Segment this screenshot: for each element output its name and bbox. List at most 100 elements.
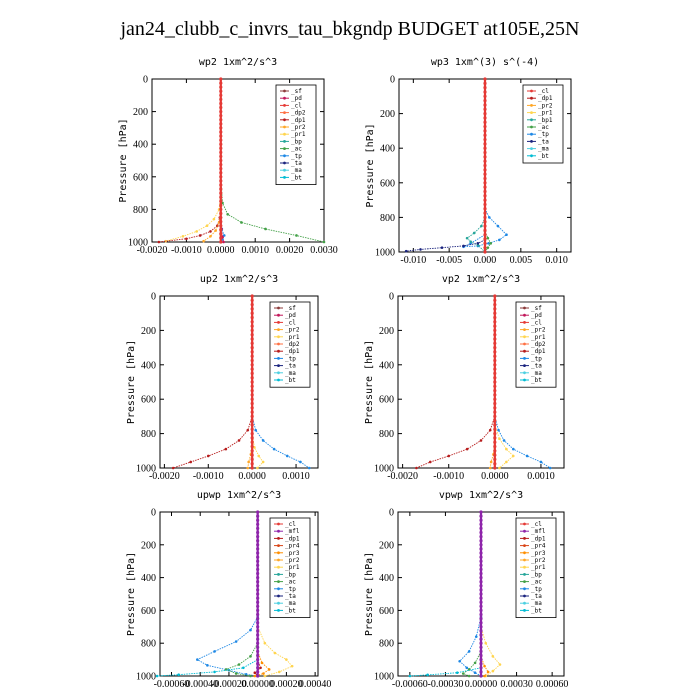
zero-column-point bbox=[479, 637, 483, 641]
legend-marker bbox=[277, 558, 280, 562]
y-tick-label: 0 bbox=[143, 75, 148, 86]
legend-marker bbox=[283, 89, 286, 93]
zero-column-point bbox=[250, 315, 254, 320]
legend-marker bbox=[277, 335, 280, 339]
figure-title: jan24_clubb_c_invrs_tau_bkgndp BUDGET at… bbox=[120, 18, 580, 40]
zero-column-point bbox=[479, 535, 483, 539]
series-point-pr2 bbox=[488, 466, 492, 470]
zero-column-point bbox=[479, 588, 483, 592]
series-point-pr1 bbox=[261, 460, 265, 464]
legend-marker bbox=[523, 306, 526, 310]
zero-column-point bbox=[219, 97, 223, 101]
zero-column-point bbox=[256, 612, 260, 617]
zero-column-point bbox=[250, 294, 254, 298]
zero-column-point bbox=[479, 580, 483, 584]
legend-marker bbox=[277, 364, 280, 367]
series-point-ac bbox=[467, 674, 471, 678]
zero-column-point bbox=[256, 600, 260, 604]
y-tick-label: 200 bbox=[379, 326, 394, 337]
x-tick-label: 0.000 bbox=[474, 255, 497, 266]
zero-column-point bbox=[219, 195, 223, 199]
legend-marker bbox=[523, 587, 526, 591]
series-point-pr1 bbox=[181, 234, 185, 238]
zero-column-point bbox=[483, 155, 487, 159]
panel-title: wp2 1xm^2/s^3 bbox=[199, 57, 277, 68]
legend-entry: _cl bbox=[531, 521, 542, 528]
zero-column-point bbox=[250, 432, 254, 436]
legend-entry: _bt bbox=[285, 377, 296, 384]
y-axis-label: Pressure [hPa] bbox=[126, 552, 137, 636]
series-point-dp1 bbox=[206, 454, 210, 458]
zero-column-point bbox=[219, 211, 223, 216]
zero-column-point bbox=[493, 337, 497, 341]
series-point-pr2 bbox=[246, 466, 250, 470]
legend-entry: _pr1 bbox=[285, 334, 300, 341]
zero-column-point bbox=[256, 670, 260, 674]
series-point-dp1 bbox=[237, 439, 241, 442]
legend-entry: _bt bbox=[538, 153, 549, 160]
zero-column-point bbox=[483, 107, 487, 111]
zero-column-point bbox=[493, 436, 497, 440]
zero-column-point bbox=[479, 600, 483, 604]
series-point-tp bbox=[222, 234, 226, 237]
zero-column-point bbox=[250, 393, 254, 397]
legend-entry: _ac bbox=[285, 579, 296, 586]
series-point-ta bbox=[462, 244, 465, 248]
legend-entry: _dp1 bbox=[531, 348, 546, 355]
series-point-pr2 bbox=[202, 239, 205, 243]
series-point-tp bbox=[196, 658, 199, 661]
series-line-tp bbox=[494, 416, 551, 469]
zero-column-point bbox=[493, 410, 497, 414]
series-point-bt bbox=[426, 673, 429, 677]
zero-column-point bbox=[493, 298, 497, 302]
zero-column-point bbox=[219, 138, 223, 142]
y-tick-label: 600 bbox=[141, 606, 156, 617]
y-tick-label: 1000 bbox=[374, 464, 394, 475]
y-axis-label: Pressure [hPa] bbox=[364, 340, 375, 424]
zero-column-point bbox=[493, 294, 497, 298]
legend-marker bbox=[523, 349, 526, 353]
zero-column-point bbox=[250, 414, 254, 418]
zero-column-point bbox=[493, 462, 497, 466]
series-point-pr1 bbox=[285, 658, 288, 661]
y-tick-label: 1000 bbox=[374, 672, 394, 683]
zero-column-point bbox=[493, 457, 497, 461]
legend-entry: _tp bbox=[285, 586, 296, 593]
series-point-ac bbox=[264, 227, 267, 231]
zero-column-point bbox=[219, 110, 223, 114]
zero-column-point bbox=[256, 571, 260, 576]
series-point-pr3 bbox=[253, 674, 257, 678]
zero-column-point bbox=[483, 228, 487, 232]
zero-column-point bbox=[256, 604, 260, 608]
legend-marker bbox=[277, 342, 280, 346]
series-point-ac bbox=[249, 674, 252, 678]
legend-entry: _ta bbox=[291, 160, 302, 167]
series-point-tp bbox=[299, 460, 302, 464]
legend-entry: _ac bbox=[531, 579, 542, 586]
zero-column-point bbox=[219, 130, 223, 134]
zero-column-point bbox=[483, 233, 487, 237]
zero-column-point bbox=[479, 608, 483, 613]
zero-column-point bbox=[256, 543, 260, 547]
legend-marker bbox=[277, 529, 280, 533]
series-line-ac bbox=[224, 642, 259, 677]
x-tick-label: -0.00060 bbox=[392, 679, 428, 690]
series-point-dp1 bbox=[259, 666, 262, 670]
legend-entry: _ac bbox=[538, 124, 549, 131]
legend-marker bbox=[277, 587, 280, 591]
zero-column-point bbox=[479, 555, 483, 559]
legend-entry: _ma bbox=[291, 167, 302, 174]
zero-column-point bbox=[483, 241, 487, 245]
legend-entry: _pr4 bbox=[285, 543, 300, 550]
zero-column-point bbox=[250, 457, 254, 461]
zero-column-point bbox=[493, 311, 497, 315]
zero-column-point bbox=[483, 150, 487, 155]
zero-column-point bbox=[219, 162, 223, 167]
zero-column-point bbox=[219, 114, 223, 118]
legend-marker bbox=[523, 601, 526, 605]
zero-column-point bbox=[219, 232, 223, 236]
zero-column-point bbox=[493, 423, 497, 427]
series-point-ac bbox=[240, 221, 243, 224]
legend-marker bbox=[523, 565, 526, 569]
series-point-tp bbox=[234, 640, 238, 643]
